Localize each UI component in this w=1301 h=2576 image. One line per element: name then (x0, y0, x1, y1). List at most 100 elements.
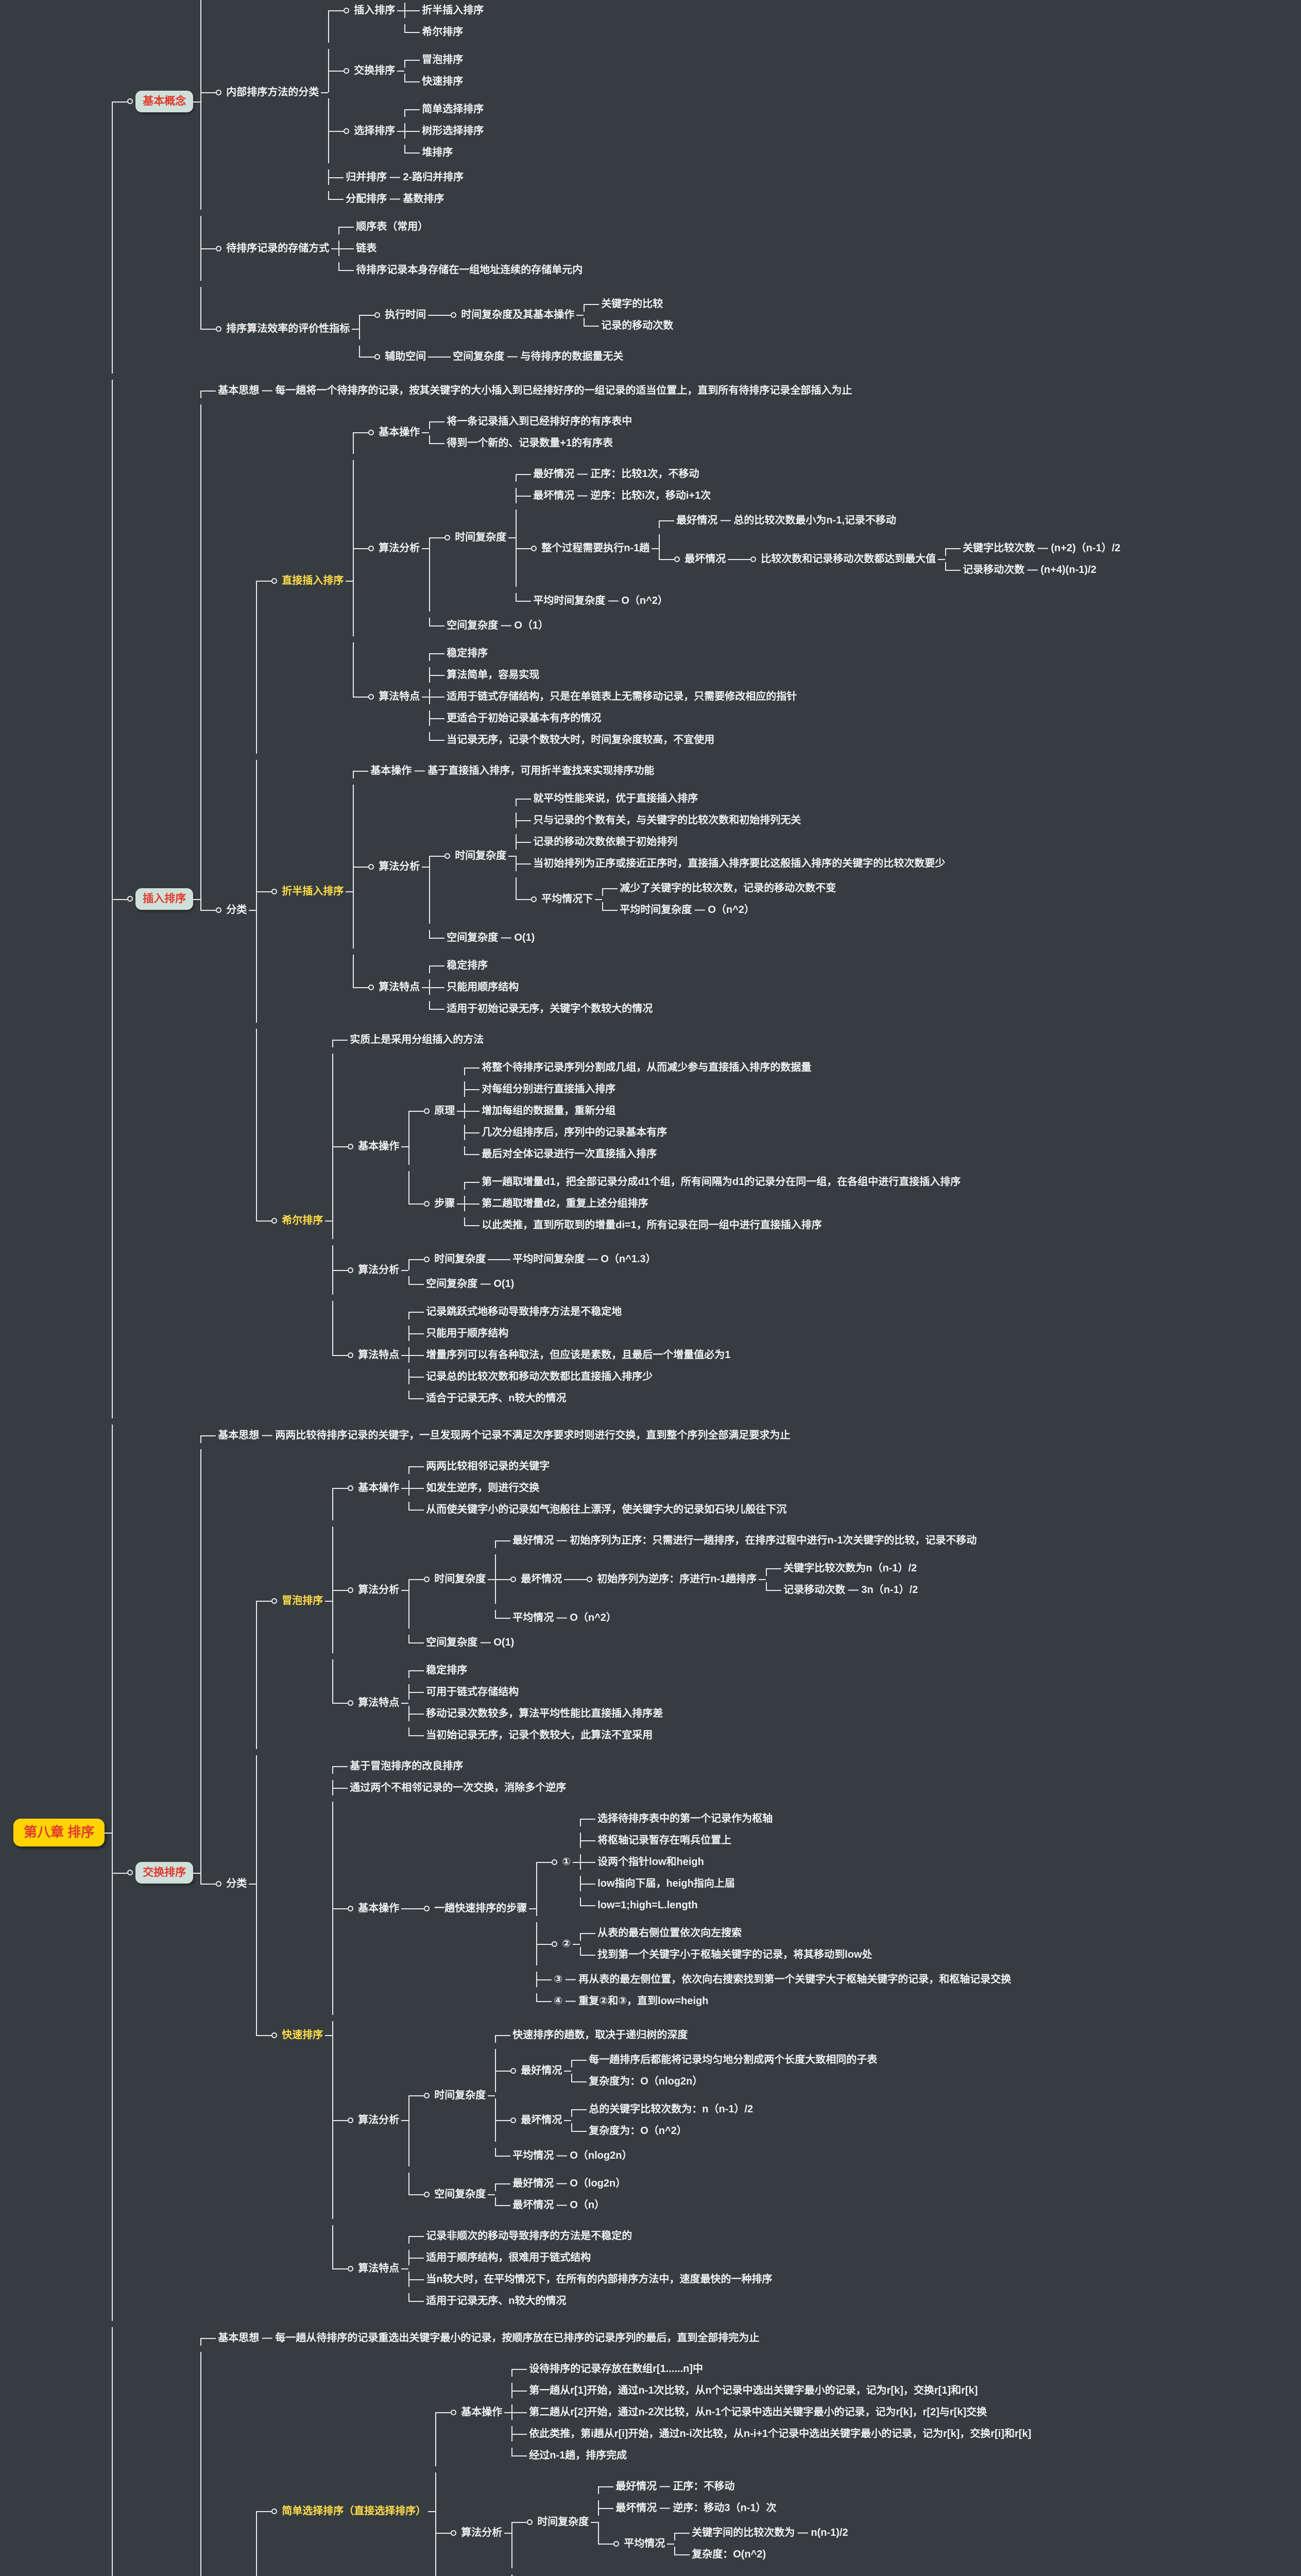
branch-node-label[interactable]: 交换排序 (135, 1862, 194, 1884)
node-label[interactable]: 第一趟从r[1]开始，通过n-1次比较，从n个记录中选出关键字最小的记录，记为r… (529, 2385, 978, 2396)
collapse-toggle-icon[interactable] (424, 1256, 430, 1262)
node-label[interactable]: 算法分析 (358, 1584, 400, 1596)
node-label[interactable]: 步骤 (434, 1198, 455, 1209)
node-label[interactable]: 顺序表（常用） (356, 221, 429, 232)
node-label[interactable]: 快速排序 (282, 2029, 323, 2041)
node-label[interactable]: 当记录无序，记录个数较大时，时间复杂度较高，不宜使用 (447, 734, 715, 745)
node-label[interactable]: 更适合于初始记录基本有序的情况 (447, 713, 602, 724)
node-label[interactable]: 增量序列可以有各种取法，但应该是素数，且最后一个增量值必为1 (426, 1349, 731, 1361)
node-label[interactable]: 从表的最右侧位置依次向左搜索 (597, 1927, 742, 1939)
collapse-toggle-icon[interactable] (348, 1143, 354, 1149)
node-label[interactable]: 第二趟从r[2]开始，通过n-2次比较，从n-1个记录中选出关键字最小的记录，记… (529, 2406, 987, 2418)
collapse-toggle-icon[interactable] (424, 1576, 430, 1582)
node-label[interactable]: 基本操作 (379, 427, 420, 438)
node-label[interactable]: 基于冒泡排序的改良排序 (350, 1760, 464, 1772)
node-label[interactable]: 折半插入排序 (422, 5, 484, 16)
collapse-toggle-icon[interactable] (348, 1485, 354, 1491)
collapse-toggle-icon[interactable] (127, 896, 133, 902)
node-label[interactable]: 关键字比较次数 — (n+2)（n-1）/2 (963, 543, 1121, 554)
root-node-label[interactable]: 第八章 排序 (13, 1819, 105, 1846)
collapse-toggle-icon[interactable] (348, 2265, 354, 2272)
collapse-toggle-icon[interactable] (368, 863, 374, 870)
node-label[interactable]: 算法特点 (358, 1349, 400, 1361)
node-label[interactable]: 稳定排序 (447, 960, 488, 971)
node-label[interactable]: 时间复杂度 (537, 2516, 589, 2528)
node-label[interactable]: 算法特点 (358, 1697, 400, 1708)
node-label[interactable]: 比较次数和记录移动次数都达到最大值 (761, 553, 936, 565)
node-label[interactable]: 算法特点 (358, 2263, 400, 2274)
node-label[interactable]: 适用于初始记录无序，关键字个数较大的情况 (447, 1003, 653, 1014)
node-label[interactable]: 执行时间 (385, 309, 426, 320)
node-label[interactable]: 最好情况 — 初始序列为正序：只需进行一趟排序，在排序过程中进行n-1次关键字的… (512, 1535, 977, 1546)
node-label[interactable]: 交换排序 (354, 65, 396, 76)
node-label[interactable]: 记录总的比较次数和移动次数都比直接插入排序少 (426, 1371, 653, 1382)
node-label[interactable]: 平均情况 — O（nlog2n） (512, 2150, 632, 2161)
node-label[interactable]: 最坏情况 (684, 553, 726, 565)
collapse-toggle-icon[interactable] (451, 312, 457, 318)
node-label[interactable]: 经过n-1趟，排序完成 (529, 2450, 627, 2461)
node-label[interactable]: 最好情况 — O（log2n） (512, 2178, 626, 2189)
node-label[interactable]: 分类 (226, 904, 247, 916)
node-label[interactable]: 平均情况 (624, 2538, 665, 2549)
node-label[interactable]: 基本操作 (358, 1903, 400, 1914)
node-label[interactable]: 分配排序 — 基数排序 (346, 193, 444, 205)
node-label[interactable]: 基本思想 — 每一趟将一个待排序的记录，按其关键字的大小插入到已经排好序的一组记… (218, 385, 852, 396)
node-label[interactable]: 稳定排序 (426, 1665, 468, 1676)
node-label[interactable]: 通过两个不相邻记录的一次交换，消除多个逆序 (350, 1782, 567, 1793)
node-label[interactable]: 算法特点 (379, 691, 420, 702)
node-label[interactable]: 时间复杂度 (434, 2090, 486, 2101)
collapse-toggle-icon[interactable] (348, 1352, 354, 1358)
collapse-toggle-icon[interactable] (348, 1267, 354, 1273)
node-label[interactable]: 记录非顺次的移动导致排序的方法是不稳定的 (426, 2230, 632, 2242)
node-label[interactable]: 空间复杂度 — O（1） (447, 620, 549, 631)
node-label[interactable]: 最好情况 — 正序：不移动 (615, 2481, 735, 2492)
collapse-toggle-icon[interactable] (527, 2519, 533, 2525)
node-label[interactable]: 平均时间复杂度 — O（n^2） (533, 595, 668, 606)
node-label[interactable]: 归并排序 — 2-路归并排序 (346, 172, 464, 183)
node-label[interactable]: 冒泡排序 (282, 1595, 323, 1606)
node-label[interactable]: 算法分析 (379, 543, 420, 554)
collapse-toggle-icon[interactable] (510, 1576, 517, 1582)
node-label[interactable]: 对每组分别进行直接插入排序 (482, 1083, 616, 1095)
node-label[interactable]: 时间复杂度及其基本操作 (461, 309, 575, 320)
node-label[interactable]: 最后对全体记录进行一次直接插入排序 (482, 1148, 657, 1160)
collapse-toggle-icon[interactable] (552, 1941, 558, 1947)
collapse-toggle-icon[interactable] (510, 2067, 517, 2074)
node-label[interactable]: 初始序列为逆序：序进行n-1趟排序 (597, 1573, 757, 1585)
node-label[interactable]: 每一趟排序后都能将记录均匀地分割成两个长度大致相同的子表 (589, 2054, 878, 2065)
node-label[interactable]: 快速排序的趟数，取决于递归树的深度 (512, 2029, 688, 2041)
node-label[interactable]: 基本操作 — 基于直接插入排序，可用折半查找来实现排序功能 (370, 765, 655, 776)
node-label[interactable]: 空间复杂度 — O(1) (426, 1278, 515, 1290)
collapse-toggle-icon[interactable] (424, 2191, 430, 2197)
node-label[interactable]: 如发生逆序，则进行交换 (426, 1482, 540, 1494)
node-label[interactable]: 将一条记录插入到已经排好序的有序表中 (447, 416, 632, 427)
collapse-toggle-icon[interactable] (216, 907, 222, 913)
node-label[interactable]: 空间复杂度 — 与待排序的数据量无关 (453, 351, 624, 362)
node-label[interactable]: 选择排序 (354, 125, 396, 137)
branch-node-label[interactable]: 插入排序 (135, 888, 194, 910)
node-label[interactable]: 增加每组的数据量，重新分组 (482, 1105, 616, 1116)
node-label[interactable]: 算法分析 (379, 861, 420, 872)
collapse-toggle-icon[interactable] (216, 1880, 222, 1887)
collapse-toggle-icon[interactable] (374, 312, 381, 318)
collapse-toggle-icon[interactable] (344, 67, 350, 74)
node-label[interactable]: ③ — 再从表的最左侧位置，依次向右搜索找到第一个关键字大于枢轴关键字的记录，和… (554, 1974, 1012, 1985)
collapse-toggle-icon[interactable] (531, 545, 537, 551)
collapse-toggle-icon[interactable] (750, 556, 757, 562)
collapse-toggle-icon[interactable] (348, 1905, 354, 1911)
node-label[interactable]: 可用于链式存储结构 (426, 1686, 519, 1698)
node-label[interactable]: 希尔排序 (422, 26, 464, 38)
node-label[interactable]: 实质上是采用分组插入的方法 (350, 1034, 484, 1045)
node-label[interactable]: 减少了关键字的比较次数，记录的移动次数不变 (620, 883, 836, 894)
node-label[interactable]: 设待排序的记录存放在数组r[1......n]中 (529, 2363, 704, 2375)
collapse-toggle-icon[interactable] (424, 2092, 430, 2098)
node-label[interactable]: 算法简单，容易实现 (447, 669, 540, 681)
node-label[interactable]: 基本操作 (461, 2406, 503, 2418)
collapse-toggle-icon[interactable] (271, 1598, 278, 1604)
node-label[interactable]: 将枢轴记录暂存在哨兵位置上 (597, 1835, 732, 1846)
node-label[interactable]: 找到第一个关键字小于枢轴关键字的记录，将其移动到low处 (597, 1949, 872, 1960)
node-label[interactable]: 当初始记录无序，记录个数较大，此算法不宜采用 (426, 1730, 653, 1741)
node-label[interactable]: 空间复杂度 — O(1) (426, 1637, 515, 1648)
collapse-toggle-icon[interactable] (510, 2117, 517, 2123)
node-label[interactable]: 平均情况下 (541, 893, 593, 905)
